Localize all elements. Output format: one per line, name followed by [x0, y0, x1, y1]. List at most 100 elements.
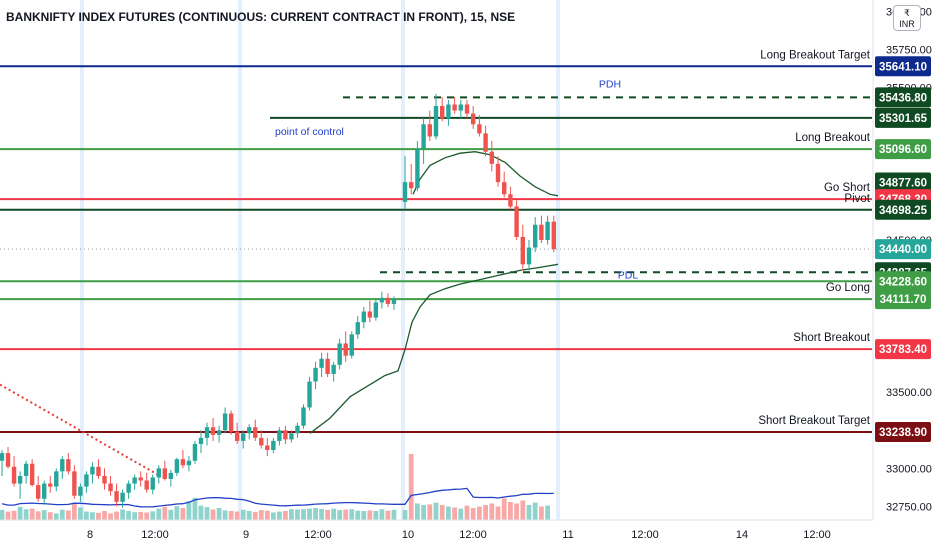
candle-body — [379, 297, 385, 303]
currency-badge[interactable]: ₹ INR — [893, 5, 921, 31]
candle-body — [464, 104, 470, 114]
candle-body — [144, 480, 149, 490]
volume-bar — [446, 506, 451, 520]
price-pill — [875, 139, 931, 160]
volume-bar — [258, 510, 264, 520]
candle-body — [271, 440, 276, 451]
candle-body — [241, 433, 246, 441]
candle-body — [477, 124, 482, 134]
volume-bar — [47, 512, 53, 520]
volume-bar — [391, 509, 397, 520]
volume-bar — [270, 512, 276, 520]
indicator-overlays — [0, 151, 559, 508]
volume-bar — [433, 502, 439, 520]
session-separator — [238, 0, 242, 520]
candle-body — [325, 358, 330, 374]
time-axis[interactable]: 8 12:00 9 12:00 10 12:00 11 12:00 14 12:00 — [0, 519, 873, 541]
candle-body — [489, 151, 494, 164]
candle-body — [162, 468, 168, 479]
volume-bar — [29, 508, 35, 520]
session-separator — [556, 0, 560, 520]
candle-body — [349, 334, 354, 356]
volume-bar — [204, 507, 210, 520]
candle-body — [29, 463, 35, 486]
price-tick-label: 32750.00 — [886, 501, 932, 513]
volume-bar — [180, 508, 186, 520]
time-tick-label: 12:00 — [631, 529, 659, 541]
volume-bar — [216, 508, 222, 520]
volume-ma-line — [1, 487, 554, 508]
volume-bar — [402, 510, 408, 520]
candle-body — [415, 148, 420, 189]
price-axis[interactable]: 36000.0035750.0035500.0034500.0033500.00… — [872, 0, 932, 550]
candle-body — [247, 427, 252, 434]
volume-bar — [545, 505, 550, 520]
volume-bar — [408, 454, 414, 520]
volume-bar — [343, 509, 349, 520]
candle-body — [551, 221, 556, 250]
candle-body — [545, 221, 550, 240]
volume-bar — [501, 498, 507, 520]
volume-bar — [532, 502, 538, 520]
volume-bar — [313, 508, 318, 520]
candle-body — [222, 413, 228, 431]
currency-code: INR — [899, 19, 915, 29]
volume-bar — [59, 509, 65, 520]
candle-body — [402, 182, 408, 202]
candle-body — [5, 453, 11, 467]
candle-body — [150, 477, 155, 490]
time-tick-label: 9 — [243, 529, 249, 541]
chart-title: BANKNIFTY INDEX FUTURES (CONTINUOUS: CUR… — [6, 10, 516, 24]
candle-body — [66, 459, 71, 472]
volume-bar — [240, 509, 246, 520]
candle-body — [35, 485, 41, 499]
candle-body — [0, 453, 5, 461]
price-pill — [875, 107, 931, 128]
candle-body — [539, 224, 544, 240]
volume-bar — [325, 509, 331, 520]
volume-bar — [0, 509, 5, 520]
candle-body — [180, 459, 186, 466]
candle-body — [343, 343, 348, 356]
volume-bar — [96, 512, 101, 520]
volume-bar — [174, 506, 180, 520]
candle-body — [446, 104, 451, 119]
volume-bar — [53, 513, 59, 520]
volume-bar — [276, 511, 282, 520]
candle-body — [433, 106, 439, 137]
candles — [0, 93, 556, 508]
price-pill — [875, 239, 931, 260]
price-pill-label: 35301.65 — [879, 113, 928, 125]
volume-bar — [138, 511, 144, 520]
candle-body — [361, 311, 366, 323]
volume-bar — [526, 505, 532, 520]
price-pill — [875, 56, 931, 77]
level-label: Long Breakout — [795, 132, 871, 144]
candle-body — [337, 343, 342, 365]
volume-bar — [373, 511, 379, 520]
candle-body — [96, 466, 101, 476]
time-tick-label: 14 — [736, 529, 748, 541]
price-tick-label: 35750.00 — [886, 45, 932, 57]
price-pill — [875, 421, 931, 442]
volume-bar — [264, 510, 270, 520]
volume-bar — [108, 513, 113, 520]
volume-bar — [90, 512, 95, 520]
candle-body — [421, 124, 426, 149]
candle-body — [186, 460, 192, 466]
rupee-icon: ₹ — [904, 8, 910, 18]
price-pill — [875, 339, 931, 360]
candle-body — [520, 236, 525, 265]
candle-body — [132, 477, 137, 484]
candle-body — [216, 430, 222, 435]
volume-bar — [361, 511, 367, 520]
price-pill-label: 35436.80 — [879, 92, 927, 104]
price-pill-label: 35096.60 — [879, 144, 927, 156]
volume-bar — [379, 509, 385, 520]
candle-body — [138, 477, 143, 481]
volume-bar — [17, 506, 23, 520]
price-pill — [875, 271, 931, 292]
volume-bar — [495, 506, 501, 520]
candle-body — [23, 463, 29, 476]
